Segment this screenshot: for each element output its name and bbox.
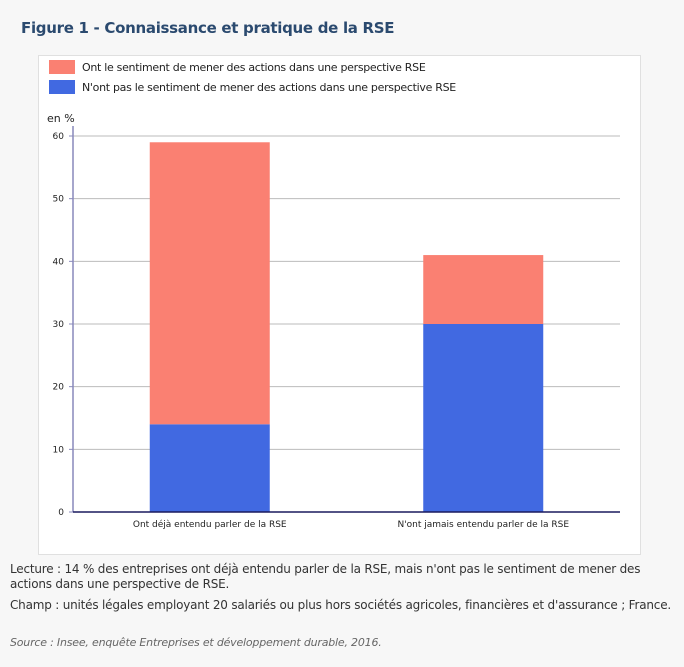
chart-title: Figure 1 - Connaissance et pratique de l… [21,19,395,37]
champ-note: Champ : unités légales employant 20 sala… [10,598,671,612]
x-tick-label: Ont déjà entendu parler de la RSE [133,519,287,530]
x-tick-label: N'ont jamais entendu parler de la RSE [397,520,569,530]
legend-label-blue: N'ont pas le sentiment de mener des acti… [82,81,456,94]
legend-swatch-red [49,60,75,74]
lecture-note: Lecture : 14 % des entreprises ont déjà … [10,562,641,591]
y-tick-label: 20 [53,383,65,393]
bar-segment [149,424,270,512]
y-tick-label: 0 [58,508,64,518]
source-note: Source : Insee, enquête Entreprises et d… [10,636,382,649]
bar-segment [149,142,270,425]
y-tick-label: 60 [53,132,65,142]
legend-swatch-blue [49,80,75,94]
y-tick-label: 40 [53,257,65,267]
bar-chart: 0 10 20 30 40 50 60 en % Ont déjà entendu parler… [47,112,620,530]
bar-segment [423,255,544,324]
bar-segment [423,324,544,512]
y-tick-label: 50 [53,195,65,205]
y-tick-label: 10 [53,445,65,455]
y-tick-label: 30 [53,320,65,330]
legend-label-red: Ont le sentiment de mener des actions da… [82,61,426,74]
y-axis-label: en % [47,112,75,125]
